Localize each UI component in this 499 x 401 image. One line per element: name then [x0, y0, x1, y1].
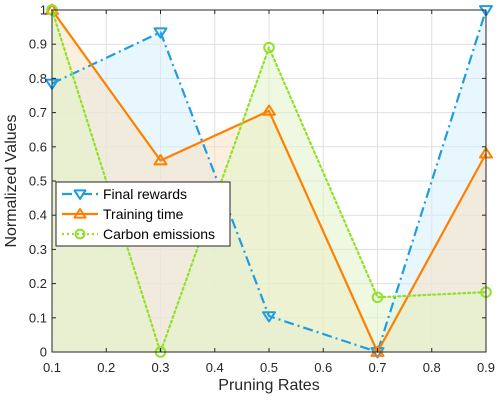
x-tick-label: 0.2	[97, 360, 115, 375]
y-tick-label: 0.2	[29, 276, 47, 291]
legend-label-3: Carbon emissions	[103, 226, 215, 242]
x-tick-label: 0.7	[368, 360, 386, 375]
y-tick-label: 0.4	[29, 208, 47, 223]
x-tick-label: 0.4	[206, 360, 224, 375]
y-tick-label: 0.8	[29, 71, 47, 86]
x-tick-label: 0.5	[260, 360, 278, 375]
legend: Final rewards Training time Carbon emissio…	[55, 181, 231, 247]
y-tick-label: 0.7	[29, 105, 47, 120]
legend-label-1: Final rewards	[103, 186, 187, 202]
legend-marker-3	[74, 228, 86, 240]
y-axis-label: Normalized Values	[3, 114, 20, 247]
x-tick-label: 0.6	[314, 360, 332, 375]
legend-label-2: Training time	[103, 206, 184, 222]
data-point-series-2	[153, 154, 168, 166]
y-tick-label: 0.6	[29, 139, 47, 154]
series-areas	[52, 10, 486, 352]
data-point-series-1	[153, 27, 168, 39]
data-point-series-2	[370, 345, 385, 357]
legend-marker-1	[73, 189, 87, 200]
y-tick-label: 0.3	[29, 242, 47, 257]
data-point-series-2	[262, 104, 276, 116]
legend-marker-2	[73, 208, 87, 219]
x-tick-label: 0.1	[43, 360, 61, 375]
x-axis-label: Pruning Rates	[218, 377, 319, 394]
data-point-series-1	[262, 311, 276, 323]
axis-ticks: 0.1 0.2 0.3 0.4 0.5 0.6 0.7 0.8 0.900.10.20.30.4…	[29, 3, 495, 376]
series-area-3	[52, 10, 486, 352]
y-tick-label: 0.5	[29, 174, 47, 189]
series-line-2	[51, 9, 487, 354]
y-tick-label: 1	[40, 3, 47, 18]
y-tick-label: 0.1	[29, 310, 47, 325]
data-point-series-3	[263, 41, 275, 54]
x-tick-label: 0.8	[423, 360, 441, 375]
x-tick-label: 0.9	[477, 360, 495, 375]
y-tick-label: 0	[40, 345, 47, 360]
x-tick-label: 0.3	[151, 360, 169, 375]
data-point-series-3	[371, 291, 384, 304]
series-line-1	[51, 9, 488, 354]
data-point-series-1	[479, 5, 493, 17]
y-tick-label: 0.9	[29, 37, 47, 52]
